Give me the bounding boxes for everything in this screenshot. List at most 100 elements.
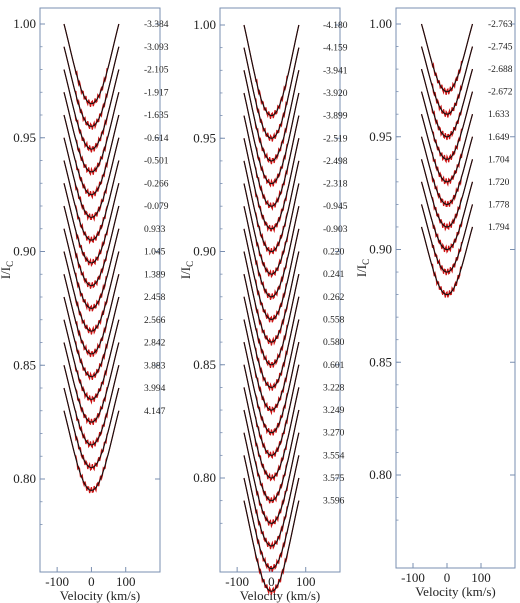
model-profile (63, 205, 120, 287)
y-tick-label: 1.00 (369, 16, 392, 31)
panel-frame (219, 7, 341, 573)
y-axis-title: I/IC (0, 261, 15, 279)
phase-label: -2.105 (144, 66, 169, 76)
x-tick-label: 100 (471, 570, 491, 585)
phase-label: 0.601 (323, 361, 345, 371)
observed-profile (420, 114, 474, 187)
phase-label: 1.794 (488, 223, 510, 233)
phase-label: -2.672 (488, 88, 513, 98)
model-profile (243, 92, 300, 185)
y-tick-label: 0.85 (13, 357, 36, 372)
phase-label: 3.270 (323, 429, 345, 439)
x-axis-title: Velocity (km/s) (415, 584, 496, 599)
phase-label: -2.688 (488, 65, 513, 75)
x-tick-label: -100 (225, 574, 249, 589)
y-tick-label: 0.90 (13, 244, 36, 259)
phase-label: 1.649 (488, 133, 510, 143)
x-tick-label: 100 (116, 574, 136, 589)
model-profile (63, 319, 120, 400)
phase-label: 1.778 (488, 200, 510, 210)
model-profile (420, 23, 474, 93)
model-profile (63, 365, 120, 446)
phase-label: 3.249 (323, 406, 345, 416)
model-profile (63, 251, 120, 332)
panel-frame (39, 7, 161, 573)
y-tick-label: 0.85 (193, 357, 216, 372)
phase-label: -2.745 (488, 43, 513, 53)
model-profile (420, 91, 474, 160)
phase-label: -0.945 (323, 202, 348, 212)
phase-label: 0.262 (323, 293, 345, 303)
y-tick-label: 0.80 (193, 470, 216, 485)
model-profile (63, 137, 120, 218)
model-profile (243, 138, 300, 230)
phase-label: -3.093 (144, 43, 169, 53)
observed-profile (420, 181, 474, 254)
observed-profile (420, 46, 474, 118)
phase-label: -0.079 (144, 202, 169, 212)
phase-label: 1.045 (144, 248, 166, 258)
phase-label: 3.575 (323, 474, 345, 484)
y-axis-title: I/IC (354, 259, 371, 277)
observed-profile (420, 91, 474, 164)
x-tick-label: -100 (401, 570, 425, 585)
phase-label: 1.720 (488, 178, 510, 188)
model-profile (420, 68, 474, 138)
phase-label: 0.933 (144, 225, 166, 235)
model-profile (63, 183, 120, 264)
phase-label: -1.635 (144, 111, 169, 121)
y-tick-label: 0.80 (13, 471, 36, 486)
phase-label: 1.389 (144, 270, 166, 280)
model-profile (63, 296, 120, 378)
model-profile (243, 409, 300, 502)
phase-label: -3.384 (144, 20, 169, 30)
phase-label: -2.498 (323, 157, 348, 167)
phase-label: -3.941 (323, 66, 348, 76)
y-tick-label: 0.90 (193, 244, 216, 259)
phase-label: -3.899 (323, 112, 348, 122)
y-tick-label: 0.90 (369, 242, 392, 257)
phase-label: 0.580 (323, 338, 345, 348)
model-profile (243, 70, 300, 162)
x-tick-label: 100 (296, 574, 316, 589)
phase-label: -3.920 (323, 89, 348, 99)
y-tick-label: 0.80 (369, 467, 392, 482)
observed-profile (420, 136, 474, 207)
phase-label: 3.883 (144, 361, 166, 371)
model-profile (420, 46, 474, 115)
observed-profile (420, 68, 474, 141)
phase-label: 3.554 (323, 451, 345, 461)
model-profile (243, 47, 300, 139)
y-tick-label: 1.00 (13, 16, 36, 31)
y-tick-label: 0.95 (193, 130, 216, 145)
phase-label: -1.917 (144, 88, 169, 98)
phase-label: -0.501 (144, 157, 169, 167)
model-profile (420, 204, 474, 273)
x-tick-label: 0 (444, 570, 451, 585)
y-axis-title: I/IC (178, 261, 195, 279)
model-profile (63, 23, 120, 105)
model-profile (63, 160, 120, 241)
observed-profile (63, 23, 120, 108)
x-axis-title: Velocity (km/s) (240, 588, 321, 603)
phase-label: -2.519 (323, 134, 348, 144)
observed-profile (420, 23, 474, 96)
model-profile (243, 341, 300, 434)
model-profile (63, 46, 120, 127)
model-profile (243, 183, 300, 275)
y-tick-label: 0.95 (369, 129, 392, 144)
model-profile (243, 228, 300, 321)
model-profile (243, 24, 300, 117)
x-tick-label: 0 (88, 574, 95, 589)
model-profile (243, 364, 300, 456)
y-tick-label: 0.95 (13, 130, 36, 145)
model-profile (243, 251, 300, 343)
phase-label: 2.566 (144, 316, 166, 326)
model-profile (243, 274, 300, 366)
y-tick-label: 0.85 (369, 354, 392, 369)
model-profile (63, 274, 120, 355)
model-profile (63, 69, 120, 150)
model-profile (420, 181, 474, 251)
